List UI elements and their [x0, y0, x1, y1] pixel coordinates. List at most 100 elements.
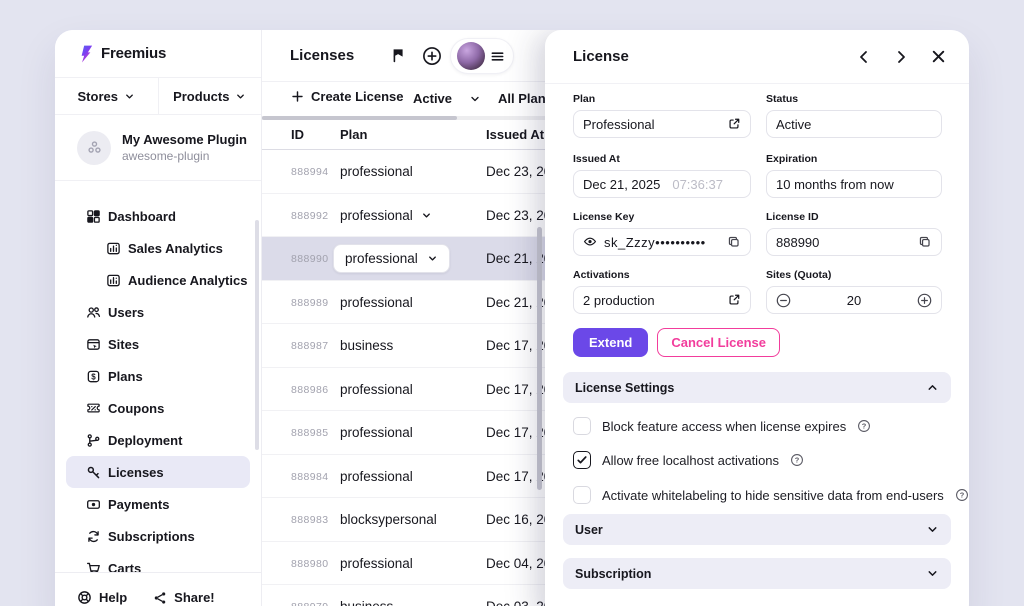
plus-icon [291, 90, 304, 103]
plan-select[interactable]: professional [333, 244, 450, 273]
brand-name: Freemius [101, 45, 167, 62]
checkbox-checked[interactable] [573, 451, 591, 469]
plan-cell-dropdown[interactable]: professional [340, 208, 432, 223]
plugin-slug: awesome-plugin [122, 149, 210, 164]
plan-cell: business [340, 338, 394, 353]
chevron-down-icon [926, 567, 939, 580]
sidebar-item-label: Deployment [108, 432, 183, 448]
sidebar-item-label: Licenses [108, 464, 164, 480]
plus-circle-icon[interactable] [917, 293, 932, 308]
account-menu[interactable] [450, 38, 514, 74]
sidebar-item-plans[interactable]: $ Plans [66, 360, 250, 392]
sites-quota-stepper[interactable]: 20 [766, 286, 942, 314]
license-id-cell: 888994 [291, 166, 329, 178]
freemius-logo-icon [79, 45, 94, 63]
field-license-key: License Key sk_Zzzy•••••••••• [573, 211, 751, 256]
close-icon[interactable] [930, 48, 947, 65]
list-header: Licenses [262, 30, 762, 82]
field-status: Status Active [766, 93, 942, 138]
field-label: Issued At [573, 153, 620, 165]
chevron-down-icon [124, 91, 135, 102]
plugin-switcher[interactable]: My Awesome Plugin awesome-plugin [55, 115, 261, 181]
share-button[interactable]: Share! [153, 590, 215, 605]
subscriptions-icon [86, 529, 101, 544]
copy-icon[interactable] [918, 235, 932, 249]
users-icon [86, 305, 101, 320]
copy-icon[interactable] [727, 235, 741, 249]
status-input[interactable]: Active [766, 110, 942, 138]
table-row[interactable]: 888992 professional Dec 23, 2025 [262, 194, 762, 237]
section-title: User [575, 522, 603, 537]
checkbox-unchecked[interactable] [573, 486, 591, 504]
create-license-label: Create License [311, 89, 404, 104]
question-circle-icon[interactable]: ? [955, 488, 969, 502]
external-link-icon[interactable] [727, 293, 741, 307]
create-license-button[interactable]: Create License [291, 89, 404, 104]
section-user[interactable]: User [563, 514, 951, 545]
license-key-input[interactable]: sk_Zzzy•••••••••• [573, 228, 751, 256]
vertical-scrollbar[interactable] [537, 227, 542, 490]
status-filter-dropdown[interactable]: Active [413, 91, 481, 106]
flag-icon[interactable] [390, 47, 406, 65]
field-label: License ID [766, 211, 819, 223]
list-toolbar: Create License Active All Plans [262, 82, 762, 115]
license-id-input[interactable]: 888990 [766, 228, 942, 256]
minus-circle-icon[interactable] [776, 293, 791, 308]
horizontal-scrollbar[interactable] [262, 116, 562, 120]
sidebar-item-coupons[interactable]: Coupons [66, 392, 250, 424]
column-header-issued-at: Issued At [486, 127, 545, 142]
license-id-cell: 888984 [291, 470, 329, 483]
expiration-input[interactable]: 10 months from now [766, 170, 942, 198]
checkbox-unchecked[interactable] [573, 417, 591, 435]
section-subscription[interactable]: Subscription [563, 558, 951, 589]
extend-button[interactable]: Extend [573, 328, 649, 357]
dashboard-icon [86, 209, 101, 224]
plan-cell: professional [340, 294, 413, 310]
plan-cell: business [340, 599, 393, 606]
chevron-left-icon[interactable] [856, 49, 872, 65]
plan-input[interactable]: Professional [573, 110, 751, 138]
sidebar-item-sites[interactable]: Sites [66, 328, 250, 360]
sidebar-item-payments[interactable]: Payments [66, 488, 250, 520]
chevron-down-icon [469, 93, 481, 105]
issued-date-value: Dec 21, 2025 [583, 176, 661, 192]
plan-cell: professional [340, 425, 413, 440]
app-window: Freemius Stores Products [55, 30, 969, 606]
issued-at-input[interactable]: Dec 21, 2025 07:36:37 [573, 170, 751, 198]
sidebar-item-sales-analytics[interactable]: Sales Analytics [66, 232, 250, 264]
sidebar-item-licenses[interactable]: Licenses [66, 456, 250, 488]
page-title: Licenses [290, 47, 355, 64]
question-circle-icon[interactable]: ? [790, 453, 804, 467]
licenses-icon [86, 465, 101, 480]
drawer-title: License [573, 48, 629, 65]
section-license-settings[interactable]: License Settings [563, 372, 951, 403]
question-circle-icon[interactable]: ? [857, 419, 871, 433]
cancel-license-button[interactable]: Cancel License [657, 328, 780, 357]
expiration-value: 10 months from now [776, 176, 894, 192]
option-label: Allow free localhost activations [602, 452, 780, 468]
sidebar-item-deployment[interactable]: Deployment [66, 424, 250, 456]
coupons-icon [86, 401, 101, 416]
products-dropdown[interactable]: Products [159, 78, 262, 114]
chevron-right-icon[interactable] [893, 49, 909, 65]
sidebar-scrollbar[interactable] [255, 220, 259, 450]
sidebar-item-audience-analytics[interactable]: Audience Analytics [66, 264, 250, 296]
chevron-down-icon [235, 91, 246, 102]
sidebar-item-subscriptions[interactable]: Subscriptions [66, 520, 250, 552]
audience-analytics-icon [106, 273, 121, 288]
external-link-icon[interactable] [727, 117, 741, 131]
stores-dropdown[interactable]: Stores [55, 78, 159, 114]
plus-circle-icon[interactable] [422, 46, 442, 66]
issued-at-cell: Dec 03, 2025 [486, 599, 566, 606]
plan-filter-dropdown[interactable]: All Plans [498, 91, 553, 106]
horizontal-scrollbar-thumb[interactable] [262, 116, 457, 120]
eye-icon[interactable] [583, 235, 597, 249]
sidebar-item-users[interactable]: Users [66, 296, 250, 328]
sidebar-item-label: Sites [108, 336, 140, 352]
sidebar-item-dashboard[interactable]: Dashboard [66, 200, 250, 232]
table-row[interactable]: 888979 business Dec 03, 2025 [262, 585, 762, 606]
help-button[interactable]: Help [77, 590, 127, 605]
activations-input[interactable]: 2 production [573, 286, 751, 314]
column-header-plan: Plan [340, 127, 368, 142]
sidebar: Freemius Stores Products [55, 30, 262, 606]
